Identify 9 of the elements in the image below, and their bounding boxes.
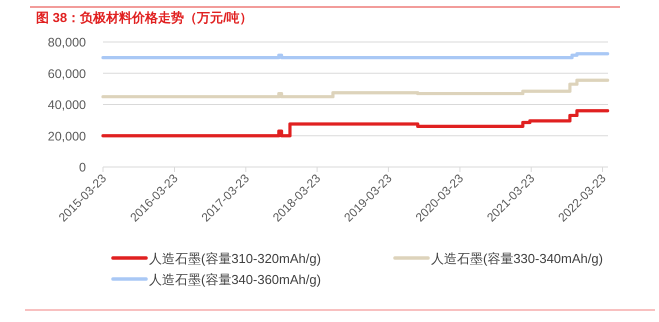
legend-label: 人造石墨(容量330-340mAh/g) <box>431 251 603 266</box>
y-tick-label: 0 <box>79 160 86 174</box>
chart-title: 图 38：负极材料价格走势（万元/吨） <box>36 10 253 25</box>
y-tick-label: 80,000 <box>48 36 86 50</box>
y-tick-label: 40,000 <box>48 98 86 112</box>
legend-label: 人造石墨(容量340-360mAh/g) <box>149 272 321 287</box>
y-tick-label: 60,000 <box>48 66 86 81</box>
y-tick-label: 20,000 <box>48 129 86 144</box>
legend-label: 人造石墨(容量310-320mAh/g) <box>149 251 321 266</box>
